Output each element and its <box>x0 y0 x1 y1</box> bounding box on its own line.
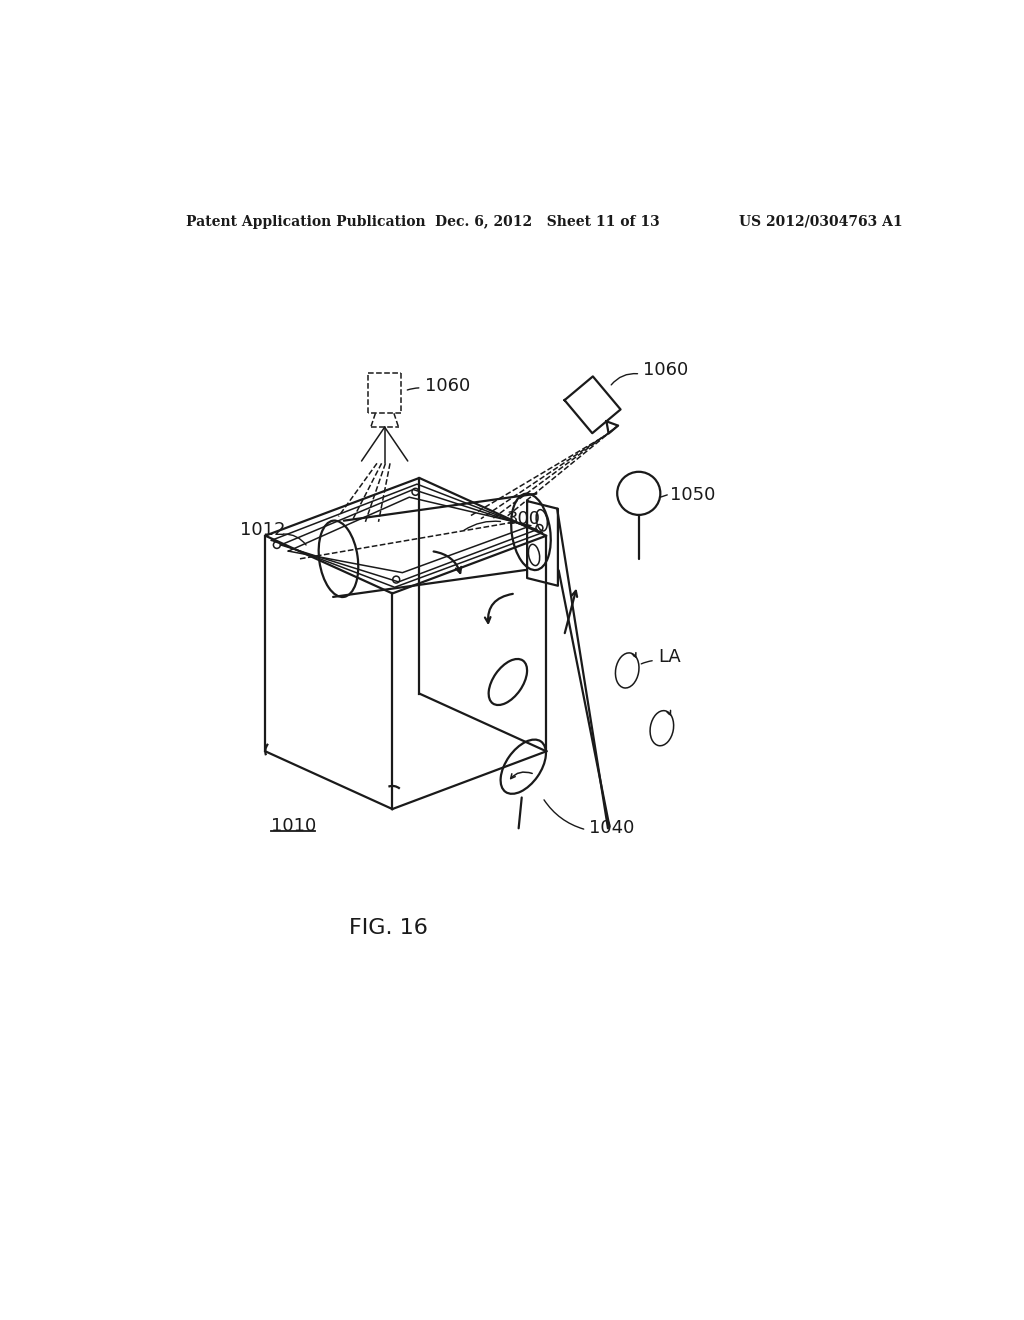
Text: FIG. 16: FIG. 16 <box>349 919 428 939</box>
Text: Patent Application Publication: Patent Application Publication <box>186 215 426 228</box>
Text: Dec. 6, 2012   Sheet 11 of 13: Dec. 6, 2012 Sheet 11 of 13 <box>435 215 659 228</box>
Text: LA: LA <box>658 648 681 667</box>
Text: 1040: 1040 <box>590 820 635 837</box>
Text: 1012: 1012 <box>240 521 286 540</box>
Text: 1050: 1050 <box>670 486 715 504</box>
Text: 1010: 1010 <box>271 817 316 834</box>
Text: 1060: 1060 <box>643 362 688 379</box>
Text: 300: 300 <box>506 510 541 528</box>
Text: 1060: 1060 <box>425 376 470 395</box>
Text: US 2012/0304763 A1: US 2012/0304763 A1 <box>739 215 902 228</box>
